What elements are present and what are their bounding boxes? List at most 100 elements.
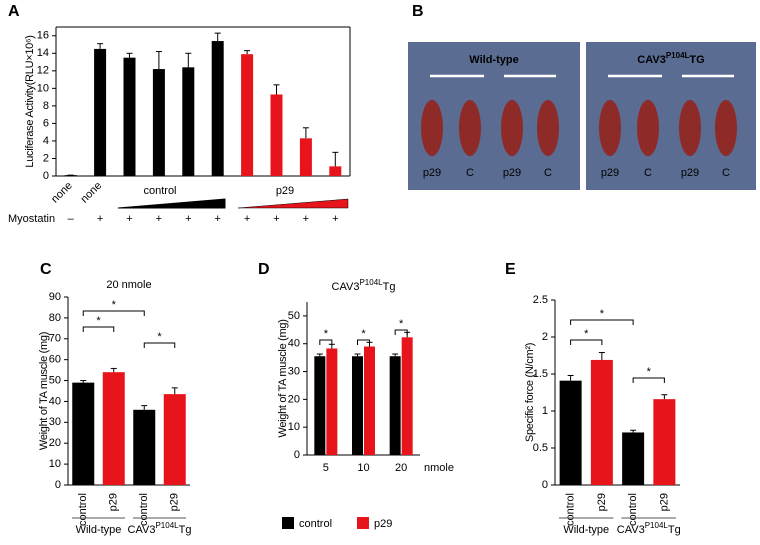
legend-swatch (357, 517, 369, 529)
group-label: Wild-type (76, 524, 122, 536)
photo-label: C (466, 167, 474, 179)
significance-bracket (570, 319, 634, 325)
x-tick-label: control (627, 493, 639, 526)
bar (94, 48, 107, 176)
chart-title-main: CAV3 (332, 281, 360, 293)
panel-letter: D (258, 261, 270, 278)
bar (559, 380, 582, 485)
y-tick-label: 0 (542, 479, 548, 491)
y-tick-label: 8 (43, 100, 49, 112)
y-axis-label: Luciferase Activity(RLU×10⁶) (24, 35, 36, 167)
bar (401, 337, 413, 455)
bar (123, 57, 136, 177)
y-tick-label: 90 (49, 291, 61, 303)
significance-bracket (394, 329, 408, 335)
group-label-main: p29 (276, 185, 294, 197)
significance-star: * (324, 328, 329, 340)
x-tick-label: control (138, 493, 150, 526)
y-tick-label: 2 (542, 331, 548, 343)
muscle (537, 100, 559, 156)
x-tick-label: p29 (169, 493, 181, 511)
photo-label: C (544, 167, 552, 179)
significance-star: * (361, 328, 366, 340)
bar (364, 346, 375, 455)
group-label-main: control (143, 185, 176, 197)
y-tick-label: 1.5 (533, 368, 548, 380)
y-tick-label: 6 (43, 117, 49, 129)
photo-label: p29 (503, 167, 521, 179)
legend-label: control (299, 518, 332, 530)
y-tick-label: 20 (49, 437, 61, 449)
y-tick-label: 14 (37, 47, 49, 59)
dose-wedge (237, 198, 349, 209)
group-label-main: Wild-type (563, 524, 609, 536)
significance-star: * (96, 315, 101, 327)
group-label: control (143, 185, 176, 197)
bar (182, 67, 195, 176)
significance-bracket (319, 339, 333, 345)
muscle (599, 100, 621, 156)
bar (389, 356, 401, 455)
muscle (459, 100, 481, 156)
significance-bracket (570, 339, 603, 345)
dose-wedge (117, 198, 226, 209)
photo-label: p29 (681, 167, 699, 179)
bar (270, 94, 283, 176)
photo-label: C (644, 167, 652, 179)
y-tick-label: 10 (37, 82, 49, 94)
x-tick-label: p29 (108, 493, 120, 511)
chart-title-tail: Tg (383, 281, 396, 293)
panel-letter: B (412, 3, 424, 20)
y-tick-label: 0 (43, 170, 49, 182)
bar (72, 382, 95, 485)
y-tick-label: 30 (288, 365, 300, 377)
panel-letter: C (40, 261, 52, 278)
bar (211, 41, 224, 176)
muscle (501, 100, 523, 156)
row-sign: + (332, 213, 338, 225)
group-label: CAV3P104LTg (617, 521, 681, 536)
x-tick-label: 20 (395, 462, 407, 474)
bar (102, 372, 125, 485)
significance-bracket (357, 339, 370, 345)
x-tick-label: 10 (357, 462, 369, 474)
bar (590, 359, 613, 485)
muscle (715, 100, 737, 156)
row-sign: + (185, 213, 191, 225)
group-label: CAV3P104LTg (128, 521, 192, 536)
significance-star: * (157, 331, 162, 343)
photo-title-tail: TG (689, 54, 704, 66)
muscle (421, 100, 443, 156)
significance-star: * (584, 328, 589, 340)
significance-star: * (112, 299, 117, 311)
row-label: Myostatin (8, 213, 55, 225)
group-label-main: CAV3 (128, 524, 156, 536)
y-tick-label: 20 (288, 393, 300, 405)
significance-bracket (82, 326, 115, 332)
significance-bracket (82, 310, 145, 316)
row-sign: + (126, 213, 132, 225)
significance-star: * (600, 308, 605, 320)
group-label-tail: Tg (668, 524, 681, 536)
group-label-main: Wild-type (76, 524, 122, 536)
bar (133, 409, 156, 485)
y-tick-label: 4 (43, 135, 49, 147)
y-tick-label: 10 (49, 458, 61, 470)
chart-title: CAV3P104LTg (332, 278, 396, 293)
chart-title: 20 nmole (106, 279, 151, 291)
x-tick-label: control (565, 493, 577, 526)
group-label: p29 (276, 185, 294, 197)
y-tick-label: 10 (288, 421, 300, 433)
y-axis-label: Weight of TA muscle (mg) (38, 332, 50, 450)
row-sign: + (273, 213, 279, 225)
y-tick-label: 0 (55, 479, 61, 491)
photo-label: p29 (423, 167, 441, 179)
y-tick-label: 40 (49, 395, 61, 407)
bar (329, 166, 342, 176)
muscle (637, 100, 659, 156)
y-tick-label: 70 (49, 333, 61, 345)
y-tick-label: 12 (37, 65, 49, 77)
significance-bracket (143, 342, 176, 348)
group-label-tail: Tg (179, 524, 192, 536)
